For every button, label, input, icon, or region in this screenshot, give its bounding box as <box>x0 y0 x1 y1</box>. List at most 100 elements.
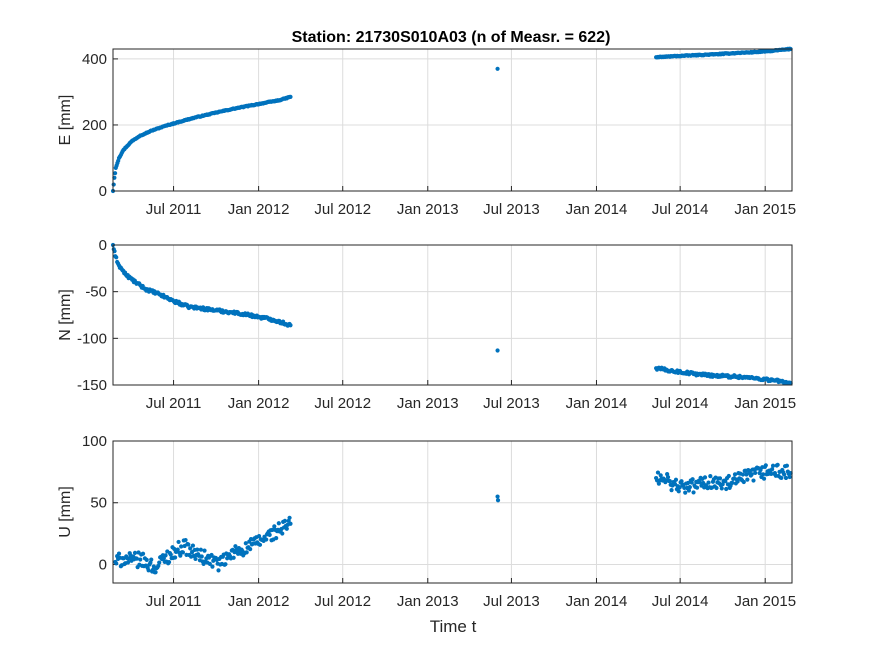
data-point <box>116 158 121 163</box>
data-point <box>134 556 139 561</box>
data-point <box>714 485 719 491</box>
data-point <box>188 546 193 551</box>
up-axes-frame <box>112 440 793 584</box>
x-tick-label: Jul 2014 <box>652 395 709 412</box>
x-tick-label: Jul 2013 <box>483 201 540 218</box>
data-point <box>287 515 292 520</box>
data-point <box>783 475 789 481</box>
data-point <box>207 561 212 566</box>
data-point <box>146 568 151 573</box>
data-point <box>157 560 162 565</box>
data-point <box>151 564 156 569</box>
x-tick-label: Jan 2014 <box>566 395 628 412</box>
north-axes-frame <box>112 244 793 386</box>
data-point <box>740 472 746 477</box>
data-point <box>656 481 661 486</box>
data-point <box>257 542 263 547</box>
data-point <box>264 537 269 542</box>
data-point <box>723 479 728 484</box>
data-point <box>787 380 792 385</box>
y-tick-label: 100 <box>82 433 107 450</box>
data-point <box>274 536 279 541</box>
data-point <box>784 463 790 468</box>
data-point <box>787 474 792 480</box>
data-point <box>111 182 116 187</box>
data-point <box>724 486 729 492</box>
data-point <box>122 270 128 275</box>
data-point <box>243 541 248 546</box>
data-point <box>198 547 203 552</box>
data-point <box>244 550 249 555</box>
data-point <box>176 539 181 545</box>
x-tick-label: Jul 2014 <box>652 201 709 218</box>
x-tick-label: Jan 2013 <box>397 395 459 412</box>
data-point <box>495 348 500 353</box>
north-series <box>110 242 793 386</box>
data-point <box>180 550 186 555</box>
data-point <box>280 531 285 536</box>
data-point <box>202 548 207 553</box>
data-point <box>153 570 158 575</box>
y-tick-label: 200 <box>82 117 107 134</box>
data-point <box>148 560 153 565</box>
x-tick-label: Jan 2012 <box>228 593 290 610</box>
x-tick-label: Jan 2015 <box>734 395 796 412</box>
data-point <box>120 556 125 561</box>
x-tick-label: Jan 2014 <box>566 593 628 610</box>
data-point <box>173 555 178 560</box>
data-point <box>276 521 281 526</box>
data-point <box>250 541 255 546</box>
data-point <box>775 462 780 467</box>
data-point <box>717 476 723 481</box>
data-point <box>163 553 168 558</box>
data-point <box>193 556 198 562</box>
data-point <box>779 475 784 481</box>
data-point <box>195 547 200 552</box>
data-point <box>284 526 289 531</box>
data-point <box>256 534 262 539</box>
data-point <box>726 473 731 479</box>
data-point <box>183 537 188 543</box>
data-point <box>272 524 277 529</box>
data-point <box>741 479 746 485</box>
data-point <box>673 477 679 482</box>
data-point <box>231 555 236 560</box>
data-point <box>655 470 661 475</box>
data-point <box>225 556 230 561</box>
data-point <box>689 480 694 485</box>
data-point <box>125 560 131 565</box>
data-point <box>735 479 740 484</box>
data-point <box>770 467 775 472</box>
east-axes-frame <box>112 48 793 192</box>
data-point <box>495 66 500 71</box>
x-tick-label: Jul 2012 <box>314 201 371 218</box>
data-point <box>287 94 292 100</box>
data-point <box>279 526 284 532</box>
data-point <box>210 564 215 569</box>
y-tick-label: -50 <box>85 284 107 301</box>
data-point <box>209 552 214 558</box>
data-point <box>166 559 172 565</box>
data-point <box>285 522 290 527</box>
data-point <box>706 480 711 485</box>
data-point <box>282 518 288 523</box>
x-tick-label: Jul 2011 <box>146 593 202 610</box>
data-point <box>697 480 702 485</box>
y-tick-label: 50 <box>90 495 107 512</box>
data-point <box>196 552 201 557</box>
data-point <box>691 490 696 495</box>
data-point <box>115 261 121 266</box>
x-tick-label: Jan 2012 <box>228 395 290 412</box>
data-point <box>215 561 220 566</box>
data-point <box>770 463 776 468</box>
y-tick-label: 0 <box>99 237 107 254</box>
data-point <box>683 490 688 495</box>
data-point <box>114 255 119 260</box>
x-tick-label: Jan 2012 <box>228 201 290 218</box>
data-point <box>178 553 183 558</box>
data-point <box>223 562 228 567</box>
data-point <box>670 483 675 488</box>
data-point <box>695 485 700 490</box>
data-point <box>230 547 235 552</box>
data-point <box>199 554 204 559</box>
